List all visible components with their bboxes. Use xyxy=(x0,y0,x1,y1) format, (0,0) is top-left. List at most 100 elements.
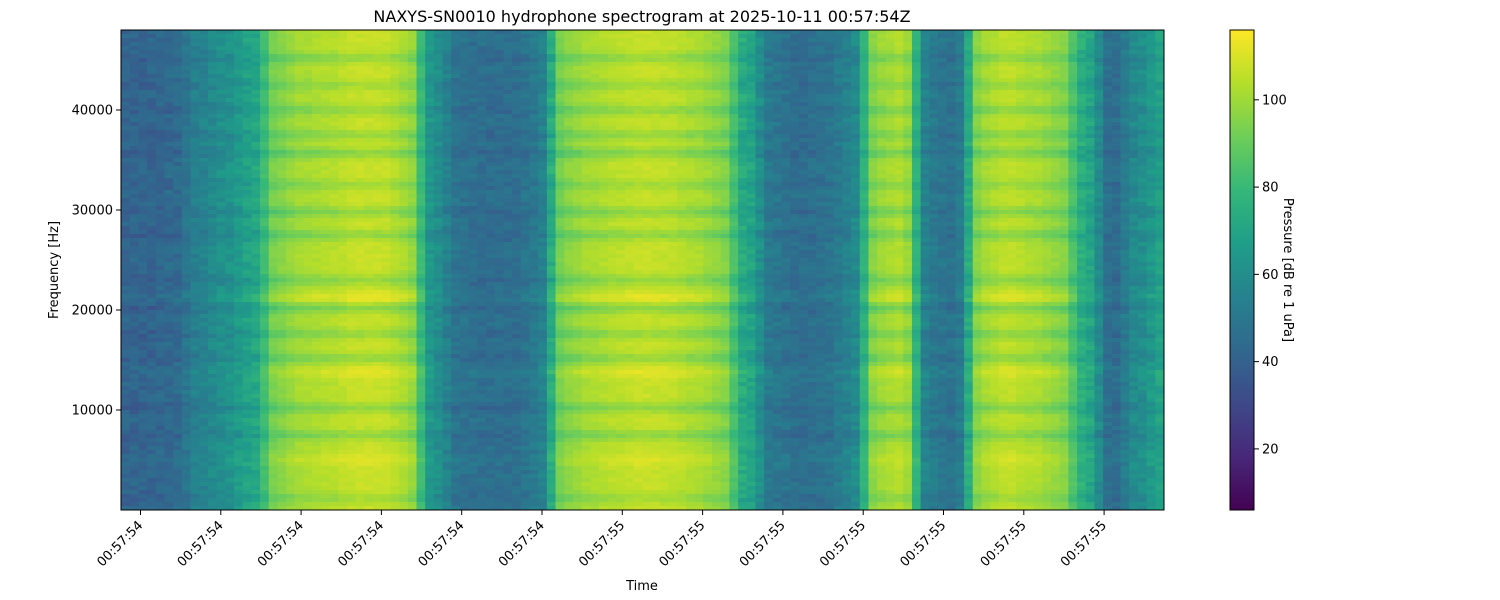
heatmap-cell xyxy=(346,90,357,95)
heatmap-cell xyxy=(477,242,487,247)
heatmap-cell xyxy=(207,42,218,47)
heatmap-cell xyxy=(190,142,200,147)
heatmap-cell xyxy=(129,70,139,75)
heatmap-cell xyxy=(338,174,348,179)
heatmap-cell xyxy=(468,122,478,127)
heatmap-cell xyxy=(373,74,383,79)
heatmap-cell xyxy=(381,166,392,171)
heatmap-cell xyxy=(329,114,339,119)
heatmap-cell xyxy=(425,178,435,183)
heatmap-cell xyxy=(442,374,452,379)
heatmap-cell xyxy=(286,406,296,411)
heatmap-cell xyxy=(477,34,487,39)
heatmap-cell xyxy=(260,122,270,127)
heatmap-cell xyxy=(164,318,174,323)
heatmap-cell xyxy=(303,206,313,211)
heatmap-cell xyxy=(442,350,452,355)
heatmap-cell xyxy=(407,62,418,67)
heatmap-cell xyxy=(381,418,392,423)
heatmap-cell xyxy=(286,454,296,459)
heatmap-cell xyxy=(260,294,270,299)
heatmap-cell xyxy=(147,462,157,467)
heatmap-cell xyxy=(199,206,209,211)
heatmap-cell xyxy=(286,414,296,419)
heatmap-cell xyxy=(216,438,226,443)
heatmap-cell xyxy=(459,138,470,143)
heatmap-cell xyxy=(338,350,348,355)
heatmap-cell xyxy=(129,478,139,483)
heatmap-cell xyxy=(225,394,235,399)
heatmap-cell xyxy=(364,250,374,255)
heatmap-cell xyxy=(407,142,418,147)
heatmap-cell xyxy=(364,130,374,135)
heatmap-cell xyxy=(260,374,270,379)
heatmap-cell xyxy=(451,46,461,51)
heatmap-cell xyxy=(355,506,365,510)
heatmap-cell xyxy=(399,474,409,479)
heatmap-cell xyxy=(129,286,139,291)
heatmap-cell xyxy=(399,338,409,343)
heatmap-cell xyxy=(442,242,452,247)
heatmap-cell xyxy=(277,178,287,183)
heatmap-cell xyxy=(251,330,261,335)
heatmap-cell xyxy=(268,406,279,411)
heatmap-cell xyxy=(303,282,313,287)
heatmap-cell xyxy=(381,154,392,159)
heatmap-cell xyxy=(294,182,305,187)
heatmap-cell xyxy=(381,402,392,407)
heatmap-cell xyxy=(207,314,218,319)
heatmap-cell xyxy=(373,110,383,115)
heatmap-cell xyxy=(312,242,322,247)
heatmap-cell xyxy=(468,98,478,103)
heatmap-cell xyxy=(303,258,313,263)
heatmap-cell xyxy=(390,102,400,107)
heatmap-cell xyxy=(147,106,157,111)
heatmap-cell xyxy=(129,326,139,331)
heatmap-cell xyxy=(364,366,374,371)
heatmap-cell xyxy=(468,126,478,131)
heatmap-cell xyxy=(451,90,461,95)
heatmap-cell xyxy=(277,210,287,215)
heatmap-cell xyxy=(355,162,365,167)
heatmap-cell xyxy=(121,430,131,435)
heatmap-cell xyxy=(451,286,461,291)
heatmap-cell xyxy=(207,258,218,263)
heatmap-cell xyxy=(477,326,487,331)
heatmap-cell xyxy=(416,314,426,319)
heatmap-cell xyxy=(399,490,409,495)
heatmap-cell xyxy=(433,98,444,103)
heatmap-cell xyxy=(216,374,226,379)
heatmap-cell xyxy=(468,42,478,47)
heatmap-cell xyxy=(199,286,209,291)
heatmap-cell xyxy=(399,362,409,367)
heatmap-cell xyxy=(138,282,148,287)
heatmap-cell xyxy=(147,382,157,387)
heatmap-cell xyxy=(147,30,157,35)
heatmap-cell xyxy=(338,102,348,107)
heatmap-cell xyxy=(233,190,244,195)
heatmap-cell xyxy=(138,310,148,315)
heatmap-cell xyxy=(459,250,470,255)
heatmap-cell xyxy=(312,94,322,99)
heatmap-cell xyxy=(216,318,226,323)
heatmap-cell xyxy=(399,482,409,487)
heatmap-cell xyxy=(190,282,200,287)
heatmap-cell xyxy=(320,206,331,211)
heatmap-cell xyxy=(129,346,139,351)
heatmap-cell xyxy=(138,58,148,63)
heatmap-cell xyxy=(346,270,357,275)
heatmap-cell xyxy=(251,394,261,399)
heatmap-cell xyxy=(216,442,226,447)
heatmap-cell xyxy=(373,454,383,459)
heatmap-cell xyxy=(277,186,287,191)
heatmap-cell xyxy=(355,446,365,451)
heatmap-cell xyxy=(416,58,426,63)
heatmap-cell xyxy=(199,118,209,123)
heatmap-cell xyxy=(320,294,331,299)
heatmap-cell xyxy=(225,406,235,411)
heatmap-cell xyxy=(425,398,435,403)
heatmap-cell xyxy=(373,122,383,127)
heatmap-cell xyxy=(390,486,400,491)
heatmap-cell xyxy=(268,430,279,435)
heatmap-cell xyxy=(216,350,226,355)
